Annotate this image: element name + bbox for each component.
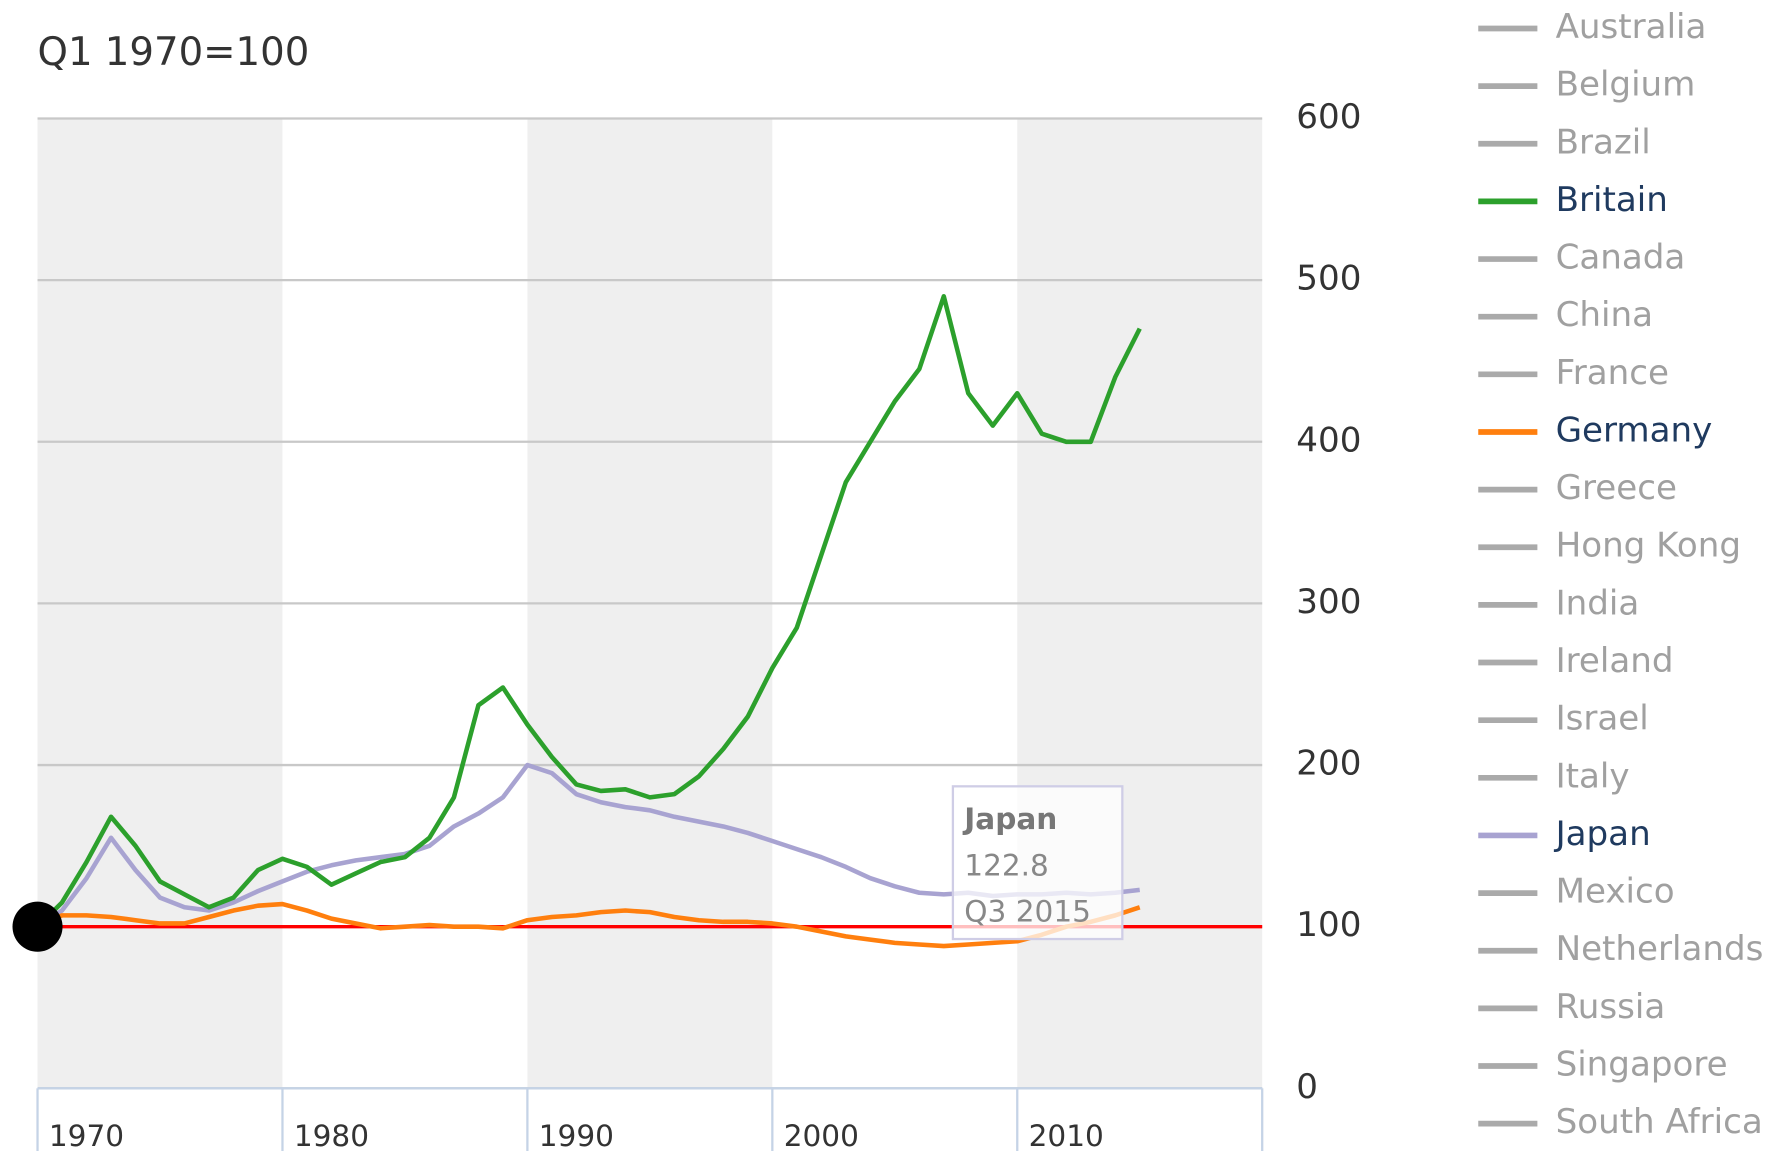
legend-label: Hong Kong [1556, 526, 1741, 566]
y-tick-label: 300 [1296, 582, 1361, 622]
legend-item: China [1478, 295, 1653, 335]
legend-item: Israel [1478, 699, 1649, 739]
legend-item: Ireland [1478, 641, 1674, 681]
legend-item: Netherlands [1478, 929, 1763, 969]
y-tick-label: 600 [1296, 97, 1361, 137]
legend-item: Hong Kong [1478, 526, 1741, 566]
y-tick-label: 200 [1296, 744, 1361, 784]
y-tick-label: 0 [1296, 1067, 1318, 1107]
series-line [36, 901, 1141, 949]
legend-item: Mexico [1478, 872, 1675, 912]
legend-label: Netherlands [1556, 929, 1764, 969]
tooltip-label: Q3 2015 [964, 894, 1091, 928]
y-tick-label: 500 [1296, 259, 1361, 299]
y-tick-label: 100 [1296, 905, 1361, 945]
legend-label: Singapore [1556, 1044, 1728, 1084]
x-tick-label: 1990 [539, 1119, 614, 1151]
tooltip-title: Japan [962, 802, 1057, 836]
x-tick-label: 1980 [294, 1119, 369, 1151]
legend-item: Singapore [1478, 1044, 1728, 1085]
legend-item: Brazil [1478, 122, 1651, 162]
legend-item: Canada [1478, 238, 1685, 278]
legend-item: South Africa [1478, 1102, 1763, 1142]
legend-item: Belgium [1478, 65, 1695, 105]
legend-label: China [1556, 295, 1653, 335]
tooltip-box [951, 785, 1124, 941]
legend-label: Israel [1556, 699, 1649, 739]
legend-label: Greece [1556, 468, 1677, 508]
y-tick-label: 400 [1296, 420, 1361, 460]
legend-label: Italy [1556, 756, 1630, 796]
legend-item: Italy [1478, 756, 1630, 796]
legend-label: Russia [1556, 987, 1666, 1027]
x-tick-label: 2010 [1029, 1119, 1104, 1151]
legend-label: Brazil [1556, 122, 1651, 162]
chart-title: Q1 1970=100 [38, 30, 310, 75]
tooltip-value: 122.8 [964, 849, 1049, 883]
legend-item: Russia [1478, 987, 1665, 1027]
series-line [35, 294, 1142, 929]
origin-marker [12, 901, 63, 952]
legend-label: Australia [1556, 7, 1707, 47]
legend-item: Germany [1478, 410, 1712, 450]
legend-item: India [1478, 583, 1639, 623]
legend-label: South Africa [1556, 1102, 1763, 1142]
legend-label: Japan [1554, 814, 1651, 854]
legend-label: India [1556, 583, 1640, 623]
x-tick-label: 2000 [784, 1119, 859, 1151]
legend-label: Germany [1556, 410, 1713, 450]
legend-label: Britain [1556, 180, 1668, 220]
legend-item: Britain [1478, 180, 1668, 220]
legend-label: Belgium [1556, 65, 1696, 105]
legend-item: Greece [1478, 468, 1677, 508]
legend-label: Mexico [1556, 872, 1675, 912]
legend-label: France [1556, 353, 1669, 393]
legend-item: France [1478, 353, 1669, 393]
x-tick-label: 1970 [49, 1119, 124, 1151]
legend-item: Australia [1478, 7, 1706, 47]
legend-item: Japan [1478, 814, 1651, 854]
legend-label: Ireland [1556, 641, 1674, 681]
legend-label: Canada [1556, 238, 1686, 278]
